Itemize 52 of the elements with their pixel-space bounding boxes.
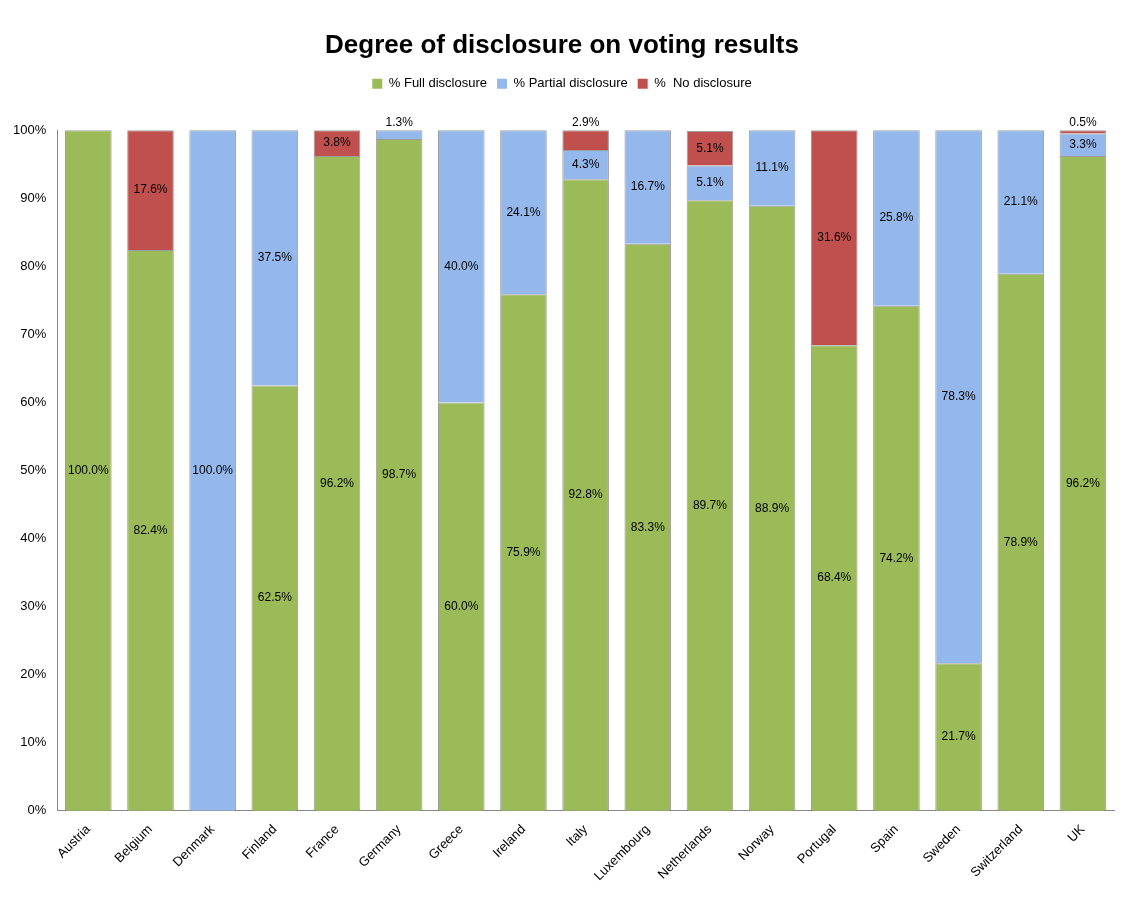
- y-tick-label: 80%: [20, 257, 47, 273]
- data-label: 21.1%: [1003, 194, 1039, 209]
- data-label: 78.3%: [941, 388, 976, 403]
- data-label: 60.0%: [444, 598, 479, 613]
- data-label: 37.5%: [257, 250, 293, 265]
- data-label: 82.4%: [133, 522, 168, 537]
- data-label: 83.3%: [630, 519, 666, 534]
- data-label: 88.9%: [755, 500, 790, 515]
- data-label: 75.9%: [506, 544, 541, 559]
- y-tick-label: 20%: [20, 666, 47, 682]
- data-label: 25.8%: [879, 210, 914, 225]
- data-label: 98.7%: [382, 467, 417, 482]
- data-label: 21.7%: [941, 729, 976, 744]
- x-tick-label: Italy: [562, 821, 591, 849]
- y-tick-label: 50%: [20, 462, 47, 478]
- y-tick-label: 100%: [13, 121, 47, 137]
- data-label: 89.7%: [692, 497, 728, 512]
- data-label: 62.5%: [257, 590, 293, 605]
- y-tick-label: 90%: [20, 189, 47, 205]
- data-label: 1.3%: [385, 114, 414, 129]
- legend-label: % No disclosure: [654, 75, 752, 91]
- chart-title: Degree of disclosure on voting results: [325, 28, 799, 59]
- data-label: 17.6%: [133, 182, 168, 197]
- data-label: 16.7%: [630, 179, 666, 194]
- data-label: 100.0%: [67, 462, 110, 477]
- data-label: 100.0%: [192, 462, 234, 477]
- y-tick-label: 70%: [20, 325, 47, 341]
- data-label: 0.5%: [1069, 114, 1097, 129]
- y-tick-label: 10%: [20, 734, 47, 750]
- data-label: 96.2%: [1065, 475, 1101, 490]
- y-tick-label: 0%: [27, 802, 47, 818]
- data-label: 31.6%: [817, 230, 852, 245]
- y-tick-label: 30%: [20, 598, 47, 614]
- data-label: 5.1%: [696, 140, 724, 155]
- data-label: 2.9%: [571, 114, 600, 129]
- data-label: 4.3%: [571, 156, 600, 171]
- data-label: 3.3%: [1069, 137, 1097, 152]
- x-tick-label: UK: [1064, 821, 1088, 845]
- y-tick-label: 60%: [20, 394, 47, 410]
- data-label: 24.1%: [506, 204, 541, 219]
- legend-label: % Full disclosure: [388, 75, 488, 91]
- data-label: 5.1%: [696, 175, 724, 190]
- legend-label: % Partial disclosure: [513, 75, 628, 91]
- data-label: 78.9%: [1003, 534, 1039, 549]
- data-label: 11.1%: [755, 160, 789, 175]
- data-label: 40.0%: [444, 258, 479, 273]
- data-label: 96.2%: [319, 475, 355, 490]
- data-label: 3.8%: [323, 135, 351, 150]
- data-label: 92.8%: [568, 487, 603, 502]
- data-label: 74.2%: [879, 550, 914, 565]
- data-label: 68.4%: [817, 570, 852, 585]
- y-tick-label: 40%: [20, 530, 47, 546]
